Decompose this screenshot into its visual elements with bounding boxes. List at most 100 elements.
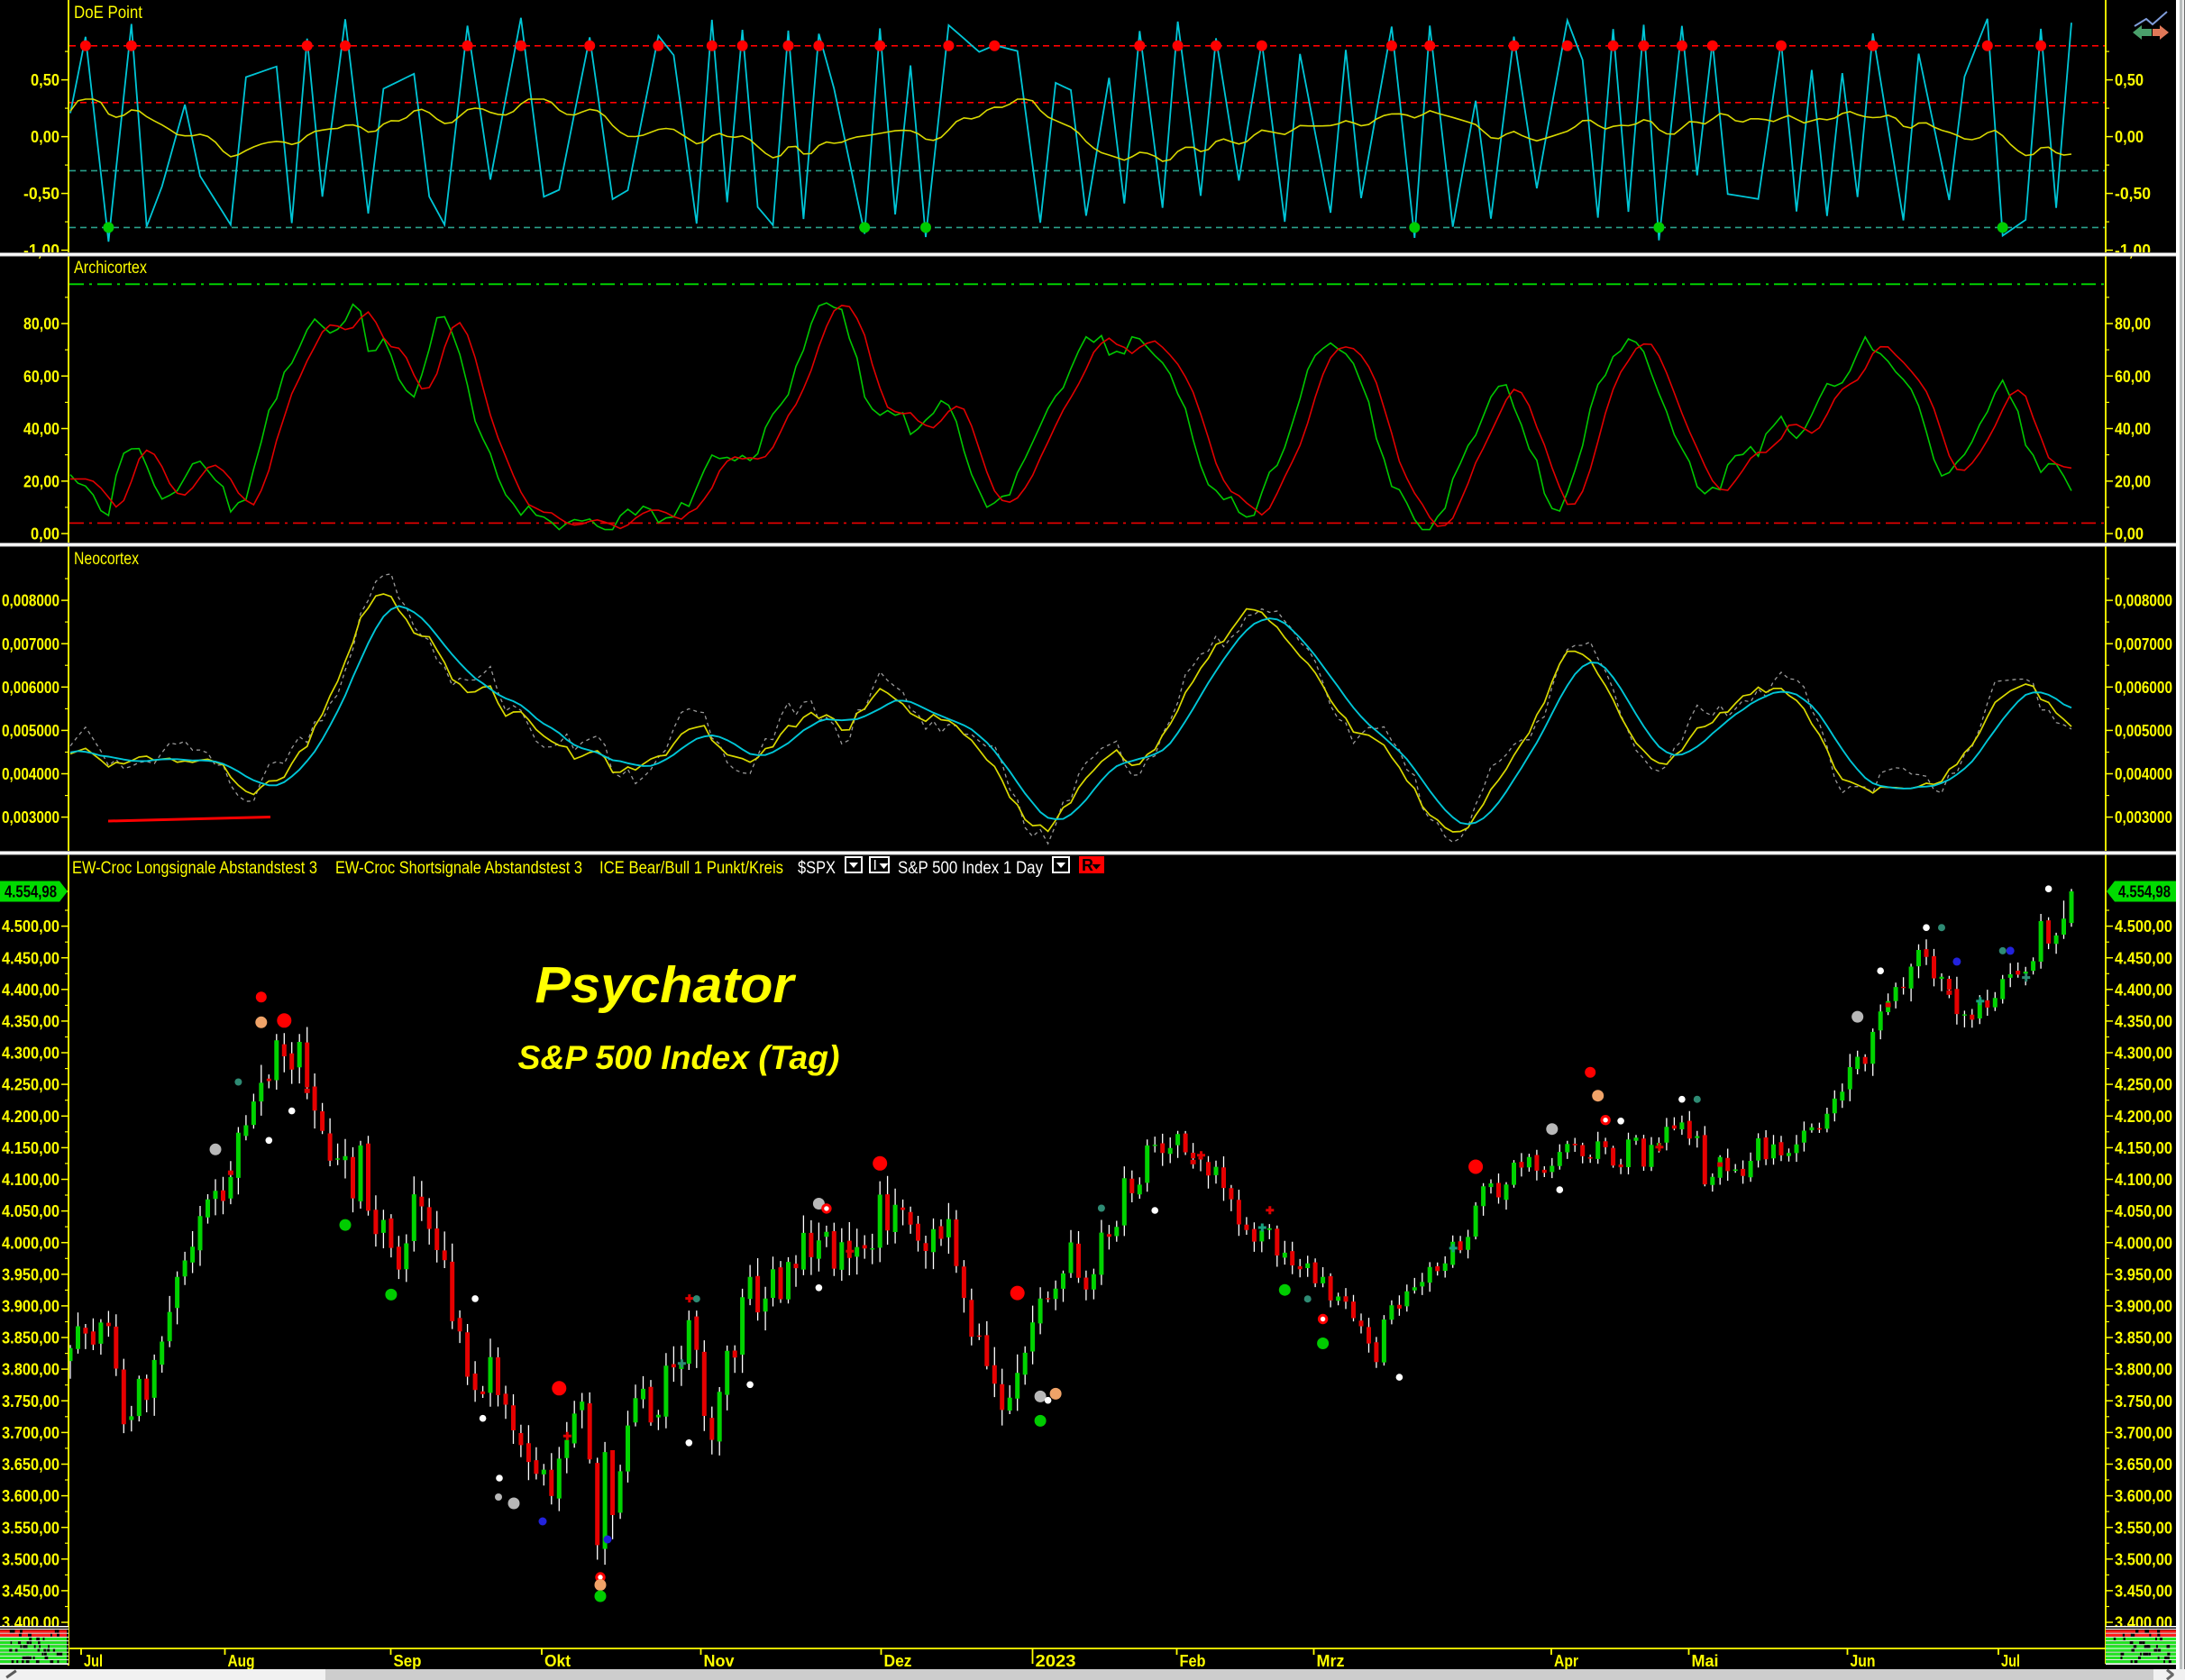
svg-text:Psychator: Psychator [535, 956, 797, 1014]
svg-text:0,50: 0,50 [2115, 70, 2144, 89]
svg-text:80,00: 80,00 [2115, 315, 2151, 333]
svg-text:3.950,00: 3.950,00 [2115, 1265, 2172, 1283]
svg-text:0,008000: 0,008000 [2115, 591, 2172, 610]
svg-text:4.500,00: 4.500,00 [2115, 917, 2172, 936]
svg-text:Dez: Dez [884, 1651, 912, 1670]
svg-text:ICE Bear/Bull 1 Punkt/Kreis: ICE Bear/Bull 1 Punkt/Kreis [599, 859, 783, 878]
svg-text:3.650,00: 3.650,00 [2, 1455, 59, 1474]
svg-text:80,00: 80,00 [23, 315, 59, 333]
svg-text:4.100,00: 4.100,00 [2, 1170, 59, 1189]
svg-text:4.050,00: 4.050,00 [2, 1201, 59, 1220]
svg-text:4.350,00: 4.350,00 [2115, 1012, 2172, 1031]
svg-text:0,004000: 0,004000 [2, 764, 59, 783]
svg-text:3.500,00: 3.500,00 [2, 1549, 59, 1568]
svg-text:3.650,00: 3.650,00 [2115, 1455, 2172, 1474]
svg-text:4.554,98: 4.554,98 [5, 882, 57, 901]
svg-text:60,00: 60,00 [2115, 367, 2151, 386]
svg-text:EW-Croc Longsignale Abstandste: EW-Croc Longsignale Abstandstest 3 [72, 859, 317, 878]
svg-text:Jun: Jun [1851, 1651, 1876, 1670]
svg-text:40,00: 40,00 [2115, 419, 2151, 438]
svg-text:4.200,00: 4.200,00 [2, 1107, 59, 1126]
svg-text:4.500,00: 4.500,00 [2, 917, 59, 936]
svg-text:3.500,00: 3.500,00 [2115, 1549, 2172, 1568]
svg-text:3.550,00: 3.550,00 [2, 1518, 59, 1537]
svg-text:$SPX: $SPX [798, 859, 836, 878]
svg-text:Aug: Aug [228, 1651, 255, 1670]
svg-text:-1,00: -1,00 [2115, 241, 2151, 260]
svg-text:-0,50: -0,50 [23, 184, 59, 203]
svg-text:0,006000: 0,006000 [2115, 678, 2172, 697]
svg-text:4.100,00: 4.100,00 [2115, 1170, 2172, 1189]
svg-text:3.450,00: 3.450,00 [2, 1582, 59, 1601]
svg-text:4.400,00: 4.400,00 [2115, 980, 2172, 999]
svg-text:Archicortex: Archicortex [74, 259, 147, 278]
svg-text:4.300,00: 4.300,00 [2115, 1044, 2172, 1063]
svg-text:4.000,00: 4.000,00 [2, 1233, 59, 1252]
svg-text:4.554,98: 4.554,98 [2118, 882, 2171, 901]
svg-text:3.450,00: 3.450,00 [2115, 1582, 2172, 1601]
svg-text:60,00: 60,00 [23, 367, 59, 386]
svg-text:Sep: Sep [394, 1651, 422, 1670]
svg-text:I: I [873, 858, 877, 873]
svg-text:0,004000: 0,004000 [2115, 764, 2172, 783]
svg-text:Okt: Okt [544, 1651, 571, 1670]
svg-text:-0,50: -0,50 [2115, 184, 2151, 203]
svg-text:Neocortex: Neocortex [74, 550, 139, 569]
svg-text:40,00: 40,00 [23, 419, 59, 438]
svg-text:0,006000: 0,006000 [2, 678, 59, 697]
svg-text:3.700,00: 3.700,00 [2115, 1423, 2172, 1442]
svg-text:2023: 2023 [1036, 1651, 1076, 1670]
svg-text:0,00: 0,00 [31, 525, 59, 543]
svg-text:4.050,00: 4.050,00 [2115, 1201, 2172, 1220]
svg-text:S&P 500 Index 1 Day: S&P 500 Index 1 Day [898, 859, 1043, 878]
svg-text:4.150,00: 4.150,00 [2, 1138, 59, 1157]
svg-text:Jul: Jul [84, 1651, 103, 1670]
svg-text:20,00: 20,00 [2115, 471, 2151, 490]
svg-text:-1,00: -1,00 [23, 241, 59, 260]
svg-text:Nov: Nov [704, 1651, 736, 1670]
svg-text:4.350,00: 4.350,00 [2, 1012, 59, 1031]
svg-text:Apr: Apr [1554, 1651, 1578, 1670]
svg-text:Jul: Jul [2001, 1651, 2020, 1670]
svg-text:4.000,00: 4.000,00 [2115, 1233, 2172, 1252]
svg-text:4.200,00: 4.200,00 [2115, 1107, 2172, 1126]
svg-text:0,007000: 0,007000 [2, 635, 59, 653]
svg-text:4.450,00: 4.450,00 [2, 948, 59, 967]
svg-text:20,00: 20,00 [23, 471, 59, 490]
svg-text:3.800,00: 3.800,00 [2115, 1360, 2172, 1379]
svg-text:S&P 500 Index (Tag): S&P 500 Index (Tag) [518, 1039, 840, 1076]
svg-text:0,007000: 0,007000 [2115, 635, 2172, 653]
svg-text:0,005000: 0,005000 [2115, 721, 2172, 740]
svg-text:0,00: 0,00 [2115, 127, 2144, 146]
svg-text:3.900,00: 3.900,00 [2115, 1297, 2172, 1316]
svg-text:DoE Point: DoE Point [74, 4, 143, 23]
svg-text:0,50: 0,50 [31, 70, 59, 89]
svg-text:3.850,00: 3.850,00 [2, 1328, 59, 1347]
svg-text:0,005000: 0,005000 [2, 721, 59, 740]
svg-text:4.450,00: 4.450,00 [2115, 948, 2172, 967]
svg-text:0,00: 0,00 [2115, 525, 2144, 543]
svg-text:0,003000: 0,003000 [2, 808, 59, 826]
svg-text:Mai: Mai [1692, 1651, 1719, 1670]
svg-text:0,00: 0,00 [31, 127, 59, 146]
svg-text:Feb: Feb [1180, 1651, 1206, 1670]
svg-text:0,008000: 0,008000 [2, 591, 59, 610]
svg-text:3.800,00: 3.800,00 [2, 1360, 59, 1379]
svg-text:3.750,00: 3.750,00 [2, 1392, 59, 1411]
svg-text:3.600,00: 3.600,00 [2, 1486, 59, 1505]
svg-text:3.600,00: 3.600,00 [2115, 1486, 2172, 1505]
svg-text:4.250,00: 4.250,00 [2115, 1075, 2172, 1094]
svg-text:3.950,00: 3.950,00 [2, 1265, 59, 1283]
svg-text:3.900,00: 3.900,00 [2, 1297, 59, 1316]
svg-text:4.150,00: 4.150,00 [2115, 1138, 2172, 1157]
svg-text:4.300,00: 4.300,00 [2, 1044, 59, 1063]
svg-text:3.750,00: 3.750,00 [2115, 1392, 2172, 1411]
svg-text:3.850,00: 3.850,00 [2115, 1328, 2172, 1347]
svg-text:4.400,00: 4.400,00 [2, 980, 59, 999]
svg-text:EW-Croc Shortsignale Abstandst: EW-Croc Shortsignale Abstandstest 3 [335, 859, 582, 878]
svg-text:R: R [1082, 856, 1093, 874]
svg-text:Mrz: Mrz [1317, 1651, 1345, 1670]
svg-text:3.700,00: 3.700,00 [2, 1423, 59, 1442]
svg-text:0,003000: 0,003000 [2115, 808, 2172, 826]
svg-text:3.550,00: 3.550,00 [2115, 1518, 2172, 1537]
